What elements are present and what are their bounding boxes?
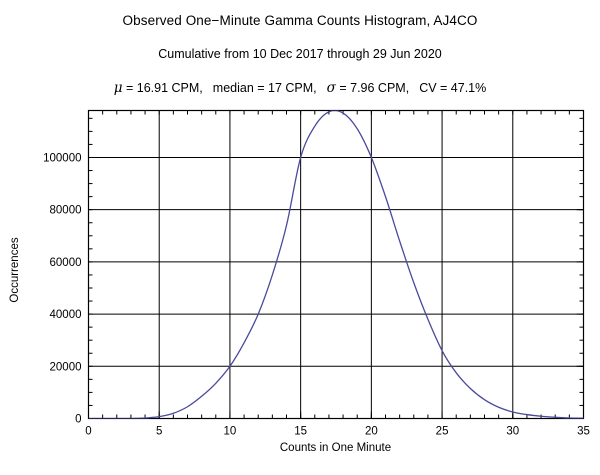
y-tick-label: 0 bbox=[75, 414, 81, 426]
gridlines bbox=[88, 110, 584, 419]
y-tick-label: 100000 bbox=[43, 152, 81, 164]
mu-symbol: μ bbox=[113, 80, 123, 96]
x-tick-label: 25 bbox=[436, 426, 449, 438]
figure-subtitle: Cumulative from 10 Dec 2017 through 29 J… bbox=[158, 46, 442, 61]
y-axis-label: Occurrences bbox=[9, 90, 21, 302]
y-axis-label-text: Occurrences bbox=[9, 237, 21, 303]
y-tick-label: 20000 bbox=[50, 361, 82, 373]
y-tick-label: 80000 bbox=[50, 205, 82, 217]
sigma-symbol: σ bbox=[326, 80, 336, 96]
x-tick-label: 0 bbox=[85, 426, 91, 438]
median-value: median = 17 CPM, bbox=[212, 81, 317, 95]
y-tick-label: 40000 bbox=[50, 309, 82, 321]
histogram-curve bbox=[88, 110, 584, 419]
y-tick-label: 60000 bbox=[50, 257, 82, 269]
x-tick-label: 10 bbox=[224, 426, 237, 438]
x-axis-label: Counts in One Minute bbox=[279, 442, 392, 454]
mu-value: = 16.91 CPM, bbox=[122, 81, 203, 95]
cv-value: CV = 47.1% bbox=[419, 81, 487, 95]
sigma-value: = 7.96 CPM, bbox=[335, 81, 410, 95]
x-tick-label: 15 bbox=[294, 426, 307, 438]
figure-stats-line: μ = 16.91 CPM, median = 17 CPM, σ = 7.96 C… bbox=[0, 60, 600, 96]
x-tick-label: 20 bbox=[365, 426, 378, 438]
plot-frame bbox=[87, 109, 585, 420]
x-tick-label: 35 bbox=[577, 426, 590, 438]
distribution-curve bbox=[88, 110, 584, 419]
x-tick-label: 5 bbox=[156, 426, 162, 438]
page-title: Observed One−Minute Gamma Counts Histogr… bbox=[122, 13, 478, 28]
tick-labels: 0 5 10 15 20 25 30 35 0 20000 40000 60000 80000 10000… bbox=[43, 152, 590, 437]
x-tick-label: 30 bbox=[506, 426, 519, 438]
axis-ticks bbox=[88, 110, 584, 419]
figure-title-block: Observed One−Minute Gamma Counts Histogr… bbox=[0, 0, 600, 96]
plot-border bbox=[87, 109, 585, 420]
